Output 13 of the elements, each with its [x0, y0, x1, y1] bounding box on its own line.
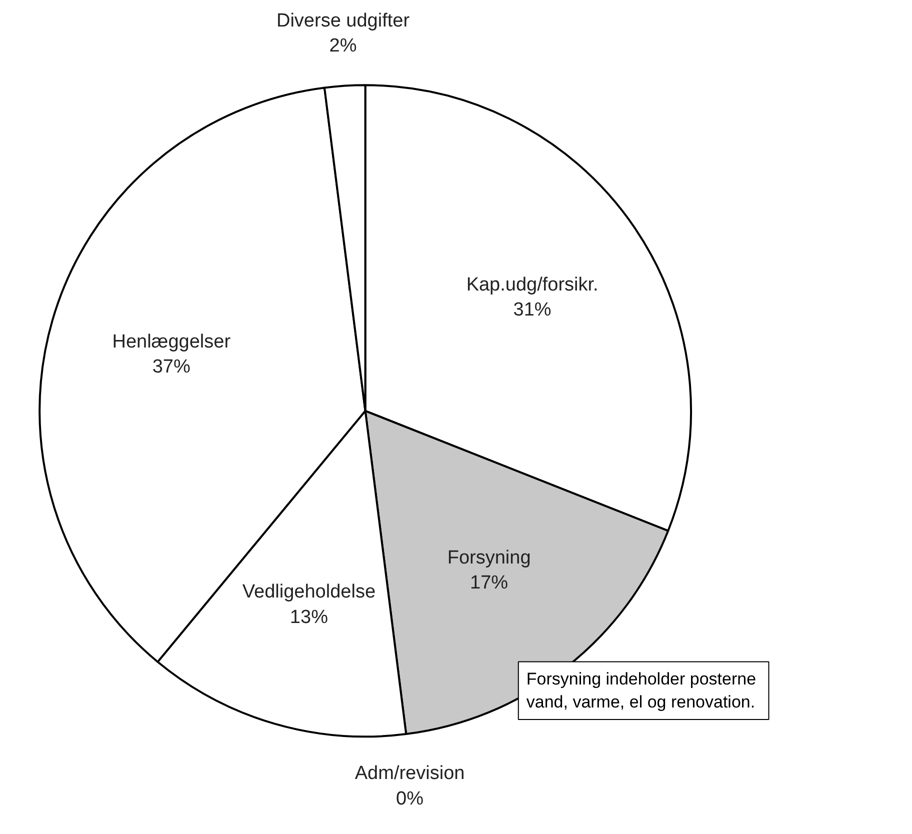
slice-label: Forsyning [447, 547, 531, 568]
slice-label: Diverse udgifter [276, 10, 410, 32]
data-label: 37% [152, 356, 190, 378]
data-label: 17% [470, 572, 508, 594]
slice-label: Vedligeholdelse [242, 582, 376, 603]
text: Forsyning indeholder posterne vand, varme, el og renovation. [526, 670, 756, 712]
data-label: 2% [329, 36, 357, 57]
slice-label: Henlæggelser [112, 331, 232, 352]
slice-label: Kap.udg/forsikr. [466, 274, 598, 296]
category-label: Adm/revision [354, 763, 465, 784]
data-label: 13% [290, 606, 328, 628]
text: 0% [396, 788, 424, 810]
data-label: 31% [513, 299, 552, 320]
